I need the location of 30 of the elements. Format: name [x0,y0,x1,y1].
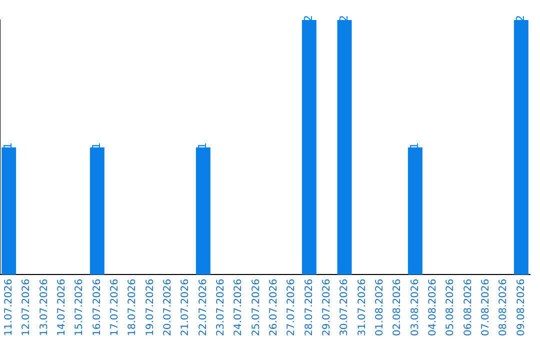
x-tick-label: 07.08.2026 [480,278,492,336]
x-tick-label: 02.08.2026 [392,278,404,336]
x-tick-label: 28.07.2026 [304,278,315,336]
x-tick-label: 13.07.2026 [38,278,50,336]
x-tick-label: 19.07.2026 [144,278,156,336]
x-tick-label: 17.07.2026 [109,278,120,336]
x-tick-label: 12.07.2026 [21,278,32,336]
x-tick-label: 05.08.2026 [445,278,456,336]
x-tick-label: 14.07.2026 [56,278,68,336]
x-tick-label: 01.08.2026 [374,278,386,336]
x-tick-label: 09.08.2026 [516,278,527,336]
x-tick-label: 16.07.2026 [92,278,103,336]
x-tick-label: 27.07.2026 [286,278,298,336]
x-tick-label: 30.07.2026 [339,278,350,336]
x-tick-label: 26.07.2026 [268,278,280,336]
x-tick-label: 18.07.2026 [127,278,138,336]
x-tick-label: 06.08.2026 [462,278,474,336]
x-tick-label: 11.07.2026 [3,278,14,336]
x-tick-label: 15.07.2026 [74,278,86,336]
x-tick-label: 22.07.2026 [198,278,209,336]
x-tick-label: 08.08.2026 [498,278,510,336]
x-tick-label: 25.07.2026 [250,278,262,336]
x-tick-label: 20.07.2026 [162,278,174,336]
x-tick-label: 03.08.2026 [410,278,421,336]
x-tick-label: 21.07.2026 [180,278,192,336]
x-tick-label: 29.07.2026 [321,278,332,336]
x-tick-label: 31.07.2026 [356,278,368,336]
x-tick-label: 04.08.2026 [427,278,438,336]
x-tick-label: 23.07.2026 [215,278,226,336]
x-tick-label: 24.07.2026 [233,278,244,336]
